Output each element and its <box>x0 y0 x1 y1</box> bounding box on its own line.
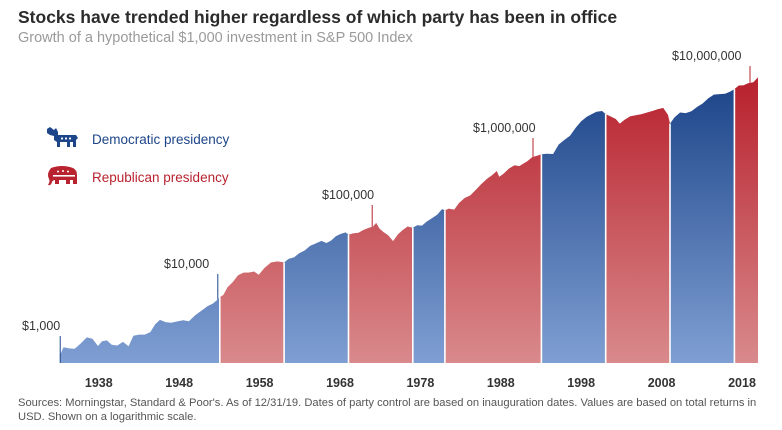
area-segment-democratic-8 <box>670 89 735 363</box>
area-segment-democratic-6 <box>541 111 606 363</box>
annotation-label: $1,000,000 <box>473 121 536 135</box>
x-tick-label: 2008 <box>648 376 676 390</box>
x-tick-label: 1958 <box>246 376 274 390</box>
area-segment-democratic-0 <box>60 297 220 363</box>
legend-item-republican: Republican presidency <box>44 164 229 190</box>
x-tick-label: 1978 <box>406 376 434 390</box>
x-tick-label: 1938 <box>85 376 113 390</box>
area-segment-republican-9 <box>734 77 758 364</box>
area-segment-republican-5 <box>444 154 542 363</box>
annotation-label: $10,000 <box>164 257 209 271</box>
donkey-icon <box>47 127 78 147</box>
x-tick-label: 1968 <box>326 376 354 390</box>
x-tick-label: 2018 <box>728 376 756 390</box>
x-tick-label: 1948 <box>165 376 193 390</box>
chart-subtitle: Growth of a hypothetical $1,000 investme… <box>18 30 413 46</box>
chart-title: Stocks have trended higher regardless of… <box>18 7 618 27</box>
area-segment-republican-1 <box>219 261 285 363</box>
annotation-label: $100,000 <box>322 188 374 202</box>
elephant-icon <box>48 166 77 186</box>
source-note: Sources: Morningstar, Standard & Poor's.… <box>18 397 757 423</box>
area-segment-republican-3 <box>348 222 413 363</box>
annotation-label: $10,000,000 <box>672 49 742 63</box>
legend-item-democratic: Democratic presidency <box>44 126 229 152</box>
area-segment-democratic-2 <box>284 232 349 363</box>
annotation-label: $1,000 <box>22 319 60 333</box>
area-segment-democratic-4 <box>412 209 445 363</box>
x-tick-label: 1988 <box>487 376 515 390</box>
area-segment-republican-7 <box>605 107 670 364</box>
legend-label-republican: Republican presidency <box>92 169 229 185</box>
x-tick-label: 1998 <box>567 376 595 390</box>
legend-label-democratic: Democratic presidency <box>92 131 230 147</box>
